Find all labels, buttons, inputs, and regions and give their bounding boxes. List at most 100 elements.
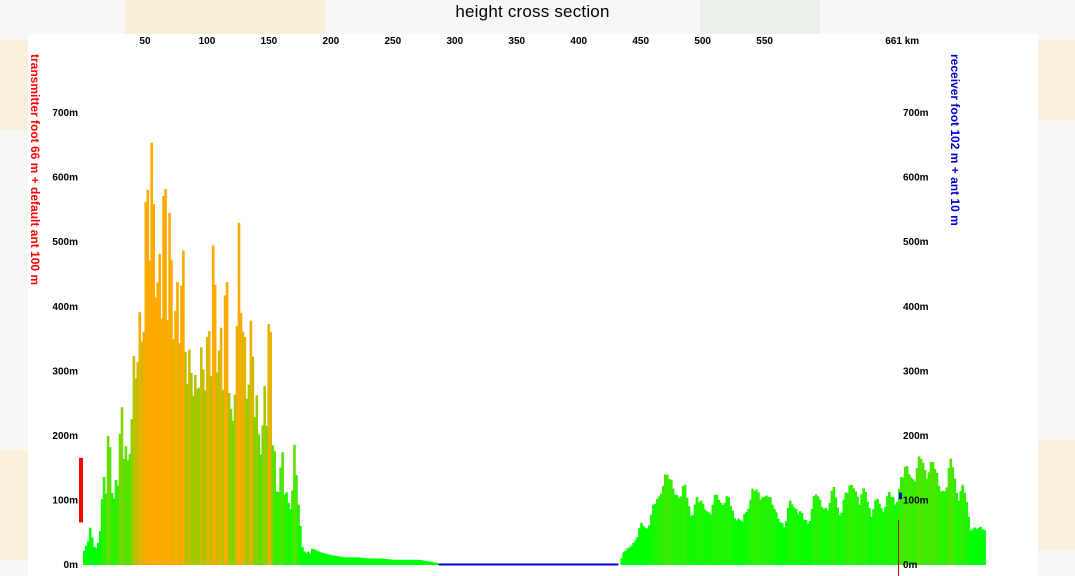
terrain-bar [336,556,340,565]
terrain-bar [670,479,673,565]
terrain-bar [860,494,863,565]
terrain-bar [979,526,982,565]
terrain-bar [715,495,719,565]
y-tick-label-right: 0m [903,560,918,571]
terrain-bar [322,553,326,565]
terrain-bar [362,558,366,565]
terrain-bar [927,472,931,565]
terrain-bar [907,474,911,565]
terrain-bar [317,551,320,565]
terrain-bar [148,260,151,565]
terrain-bar [804,519,808,565]
terrain-bar [937,485,941,565]
terrain-bar [781,523,784,565]
background-watermark [700,0,820,34]
terrain-bar [382,558,385,565]
terrain-bar [319,552,322,565]
terrain-bar [380,558,383,565]
terrain-bar [721,505,725,565]
terrain-bar [162,196,165,565]
terrain-bar [810,508,814,565]
terrain-bar [969,530,972,565]
x-tick-label: 400 [570,36,587,47]
x-tick-label: 350 [508,36,525,47]
terrain-bar [844,492,848,565]
receiver-antenna-marker [899,492,902,500]
terrain-bar [878,503,881,565]
terrain-bar [890,496,893,565]
terrain-bar [263,386,266,565]
terrain-bar [328,554,332,565]
terrain-bar [321,552,324,565]
terrain-bar [868,508,871,565]
terrain-bar [428,561,431,565]
terrain-bar [923,470,927,565]
terrain-bar [408,559,411,565]
y-tick-label-right: 200m [903,431,929,442]
y-axis-left-ticks: 0m 100m 200m 300m 400m 500m 600m 700m [52,108,78,571]
terrain-bar [164,189,167,565]
terrain-bar [293,444,296,565]
y-tick-label-left: 200m [52,431,78,442]
terrain-bar [983,530,986,565]
terrain-bar [400,559,403,565]
terrain-bar [334,555,338,565]
chart-title: height cross section [455,2,610,21]
terrain-bar [794,509,798,565]
terrain-bar [909,477,913,565]
y-tick-label-left: 700m [52,108,78,119]
terrain-bar [338,556,342,565]
terrain-bar [874,500,877,565]
terrain-bar [194,375,197,565]
terrain-bar [941,490,945,565]
terrain-bar [309,553,312,565]
terrain-bar [747,508,750,565]
terrain-bar [802,519,806,565]
terrain-bar [332,555,336,565]
terrain-bar [150,142,153,565]
terrain-bar [196,388,199,565]
terrain-bar [751,488,754,565]
terrain-bar [668,479,671,565]
terrain-bar [170,260,173,565]
terrain-bar [352,557,356,565]
terrain-bar [866,501,869,565]
transmitter-label: transmitter foot 66 m + default ant 100 … [28,54,42,285]
terrain-bar [761,497,764,565]
terrain-bar [971,529,974,565]
terrain-bar [118,433,122,565]
x-tick-label: 300 [446,36,463,47]
terrain-bar [285,492,288,565]
terrain-bar [420,560,423,565]
x-tick-label: 250 [384,36,401,47]
terrain-bar [826,510,830,565]
terrain-bar [271,445,274,565]
terrain-bar [824,507,828,565]
terrain-bar [911,479,915,565]
terrain-bar [374,558,378,565]
terrain-bar [223,295,227,565]
terrain-bar [939,491,943,565]
terrain-bar [632,542,635,565]
x-tick-label: 150 [261,36,278,47]
terrain-bar [798,511,802,565]
terrain-bar [346,557,350,565]
terrain-bar [94,548,98,565]
terrain-bar [344,557,348,565]
terrain-bar [977,528,980,565]
terrain-bar [745,511,748,565]
terrain-bar [432,562,435,565]
terrain-bar [953,478,957,565]
terrain-bar [858,504,861,565]
terrain-bar [412,559,415,565]
terrain-bar [656,498,659,565]
terrain-bar [683,484,687,565]
terrain-bar [864,491,867,565]
terrain-bar [358,557,362,565]
terrain-bar [739,520,742,565]
terrain-bar [679,496,683,565]
terrain-bar [424,560,427,565]
terrain-bar [138,312,142,565]
terrain-bar [717,500,721,565]
terrain-bar [225,282,229,565]
